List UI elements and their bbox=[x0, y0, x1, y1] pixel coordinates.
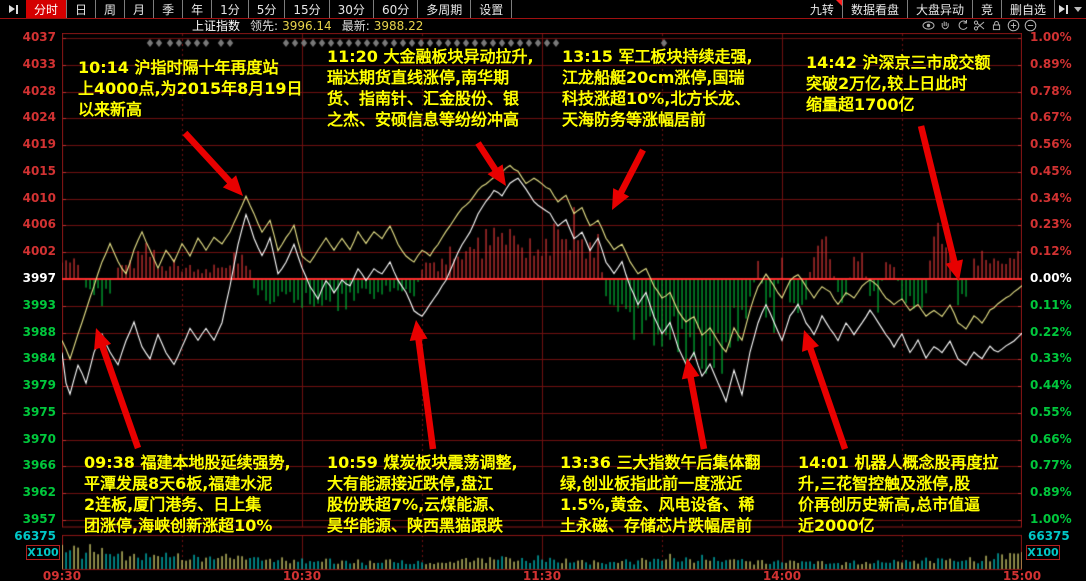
percent-axis-label: 0.23% bbox=[1030, 217, 1072, 232]
tab-60分[interactable]: 60分 bbox=[374, 0, 419, 18]
volume-max-label: 66375 bbox=[14, 529, 56, 543]
event-annotation-1315: 13:15 军工板块持续走强, 江龙船艇20cm涨停,国瑞 科技涨超10%,北方… bbox=[562, 47, 753, 129]
price-axis-label: 4015 bbox=[22, 163, 56, 178]
tab-多周期[interactable]: 多周期 bbox=[418, 0, 472, 18]
percent-axis-label: 0.45% bbox=[1030, 163, 1072, 178]
undo-icon[interactable] bbox=[956, 19, 969, 32]
price-axis-label: 3962 bbox=[22, 485, 56, 500]
tab-分时[interactable]: 分时 bbox=[26, 0, 68, 18]
tab-大盘异动[interactable]: 大盘异动 bbox=[908, 0, 973, 18]
tab-删自选[interactable]: 删自选 bbox=[1002, 0, 1055, 18]
percent-axis-label: 0.00% bbox=[1030, 271, 1072, 285]
tab-季[interactable]: 季 bbox=[154, 0, 184, 18]
time-axis-label: 11:30 bbox=[522, 569, 562, 581]
price-axis-label: 4010 bbox=[22, 190, 56, 205]
percent-axis-label: 0.55% bbox=[1030, 404, 1072, 419]
price-axis-label: 3979 bbox=[22, 378, 56, 393]
tab-周[interactable]: 周 bbox=[96, 0, 126, 18]
tab-年[interactable]: 年 bbox=[183, 0, 213, 18]
price-axis-label: 3997 bbox=[22, 271, 56, 285]
zoom-out-icon[interactable] bbox=[1024, 19, 1037, 32]
index-title-bar: 上证指数 领先: 3996.14 最新: 3988.22 bbox=[0, 18, 1086, 33]
time-axis-label: 15:00 bbox=[1002, 569, 1042, 581]
tab-竞[interactable]: 竞 bbox=[973, 0, 1002, 18]
percent-axis-label: 0.67% bbox=[1030, 110, 1072, 125]
event-annotation-1336: 13:36 三大指数午后集体翻 绿,创业板指此前一度涨近 1.5%,黄金、风电设… bbox=[560, 453, 761, 535]
event-annotation-1014: 10:14 沪指时隔十年再度站 上4000点,为2015年8月19日 以来新高 bbox=[78, 58, 303, 119]
tab-1分[interactable]: 1分 bbox=[212, 0, 249, 18]
leading-label: 领先: bbox=[250, 19, 279, 33]
index-name: 上证指数 bbox=[192, 19, 241, 33]
price-axis-label: 3988 bbox=[22, 324, 56, 339]
price-axis-label: 3966 bbox=[22, 458, 56, 473]
percent-axis-label: 0.33% bbox=[1030, 351, 1072, 366]
period-tabs: 分时日周月季年 1分 5分 15分 30分 60分 多周期 设置 bbox=[26, 0, 513, 18]
event-annotation-1120: 11:20 大金融板块异动拉升, 瑞达期货直线涨停,南华期 货、指南针、汇金股份… bbox=[327, 47, 534, 129]
price-axis-label: 3993 bbox=[22, 297, 56, 312]
tab-月[interactable]: 月 bbox=[125, 0, 155, 18]
price-axis-label: 3975 bbox=[22, 404, 56, 419]
percent-axis-label: 0.22% bbox=[1030, 324, 1072, 339]
percent-axis-label: 0.89% bbox=[1030, 56, 1072, 71]
skip-to-end-icon[interactable] bbox=[1059, 4, 1068, 14]
leading-value: 3996.14 bbox=[282, 18, 332, 33]
time-axis-label: 14:00 bbox=[762, 569, 802, 581]
signal-badge-icon bbox=[835, 0, 842, 6]
latest-value: 3988.22 bbox=[373, 18, 424, 33]
price-axis-label: 4006 bbox=[22, 217, 56, 232]
price-axis-label: 3957 bbox=[22, 512, 56, 526]
event-annotation-1442: 14:42 沪深京三市成交额 突破2万亿,较上日此时 缩量超1700亿 bbox=[806, 53, 991, 114]
percent-axis-label: 0.11% bbox=[1030, 297, 1072, 312]
percent-axis-label: 0.12% bbox=[1030, 244, 1072, 259]
percent-axis-label: 0.56% bbox=[1030, 137, 1072, 152]
drawing-tools bbox=[922, 19, 1037, 32]
price-axis-label: 4028 bbox=[22, 83, 56, 98]
eye-icon[interactable] bbox=[922, 19, 935, 32]
dropdown-caret-icon[interactable] bbox=[1074, 6, 1082, 12]
percent-axis-label: 0.77% bbox=[1030, 458, 1072, 473]
time-axis-label: 10:30 bbox=[282, 569, 322, 581]
price-axis-label: 4037 bbox=[22, 30, 56, 44]
tab-30分[interactable]: 30分 bbox=[330, 0, 374, 18]
price-axis-label: 3984 bbox=[22, 351, 56, 366]
hand-icon[interactable] bbox=[939, 19, 952, 32]
percent-axis-label: 0.89% bbox=[1030, 485, 1072, 500]
tab-数据看盘[interactable]: 数据看盘 bbox=[843, 0, 908, 18]
scissors-icon[interactable] bbox=[973, 19, 986, 32]
tab-设置[interactable]: 设置 bbox=[471, 0, 513, 18]
zoom-in-icon[interactable] bbox=[1007, 19, 1020, 32]
tab-日[interactable]: 日 bbox=[67, 0, 97, 18]
time-axis-label: 09:30 bbox=[42, 569, 82, 581]
intraday-chart-canvas[interactable] bbox=[62, 33, 1022, 571]
percent-axis-label: 0.66% bbox=[1030, 431, 1072, 446]
percent-axis-label: 0.34% bbox=[1030, 190, 1072, 205]
tab-5分[interactable]: 5分 bbox=[249, 0, 286, 18]
volume-max-label: 66375 bbox=[1028, 529, 1070, 543]
tab-九转[interactable]: 九转 bbox=[802, 0, 843, 18]
event-annotation-1401: 14:01 机器人概念股再度拉 升,三花智控触及涨停,股 价再创历史新高,总市值… bbox=[798, 453, 999, 535]
event-annotation-0938: 09:38 福建本地股延续强势, 平潭发展8天6板,福建水泥 2连板,厦门港务、… bbox=[84, 453, 291, 535]
event-annotation-1059: 10:59 煤炭板块震荡调整, 大有能源接近跌停,盘江 股份跌超7%,云煤能源、… bbox=[327, 453, 518, 535]
lock-icon[interactable] bbox=[990, 19, 1003, 32]
percent-axis-label: 0.78% bbox=[1030, 83, 1072, 98]
price-axis-label: 4002 bbox=[22, 244, 56, 259]
period-toolbar: 分时日周月季年 1分 5分 15分 30分 60分 多周期 设置 九转 数据看盘 大盘异动竞删自选 bbox=[0, 0, 1086, 19]
price-axis-label: 4019 bbox=[22, 137, 56, 152]
percent-axis-label: 1.00% bbox=[1030, 30, 1072, 44]
percent-axis-label: 0.44% bbox=[1030, 378, 1072, 393]
price-axis-label: 4033 bbox=[22, 56, 56, 71]
percent-axis-label: 1.00% bbox=[1030, 512, 1072, 526]
price-axis-label: 4024 bbox=[22, 110, 56, 125]
volume-unit-box: X100 bbox=[1026, 545, 1060, 560]
latest-label: 最新: bbox=[341, 19, 370, 33]
tab-15分[interactable]: 15分 bbox=[285, 0, 330, 18]
collapse-panel-icon[interactable] bbox=[0, 0, 26, 18]
volume-unit-box: X100 bbox=[26, 545, 60, 560]
feature-tabs: 九转 数据看盘 大盘异动竞删自选 bbox=[802, 0, 1055, 18]
price-axis-label: 3970 bbox=[22, 431, 56, 446]
